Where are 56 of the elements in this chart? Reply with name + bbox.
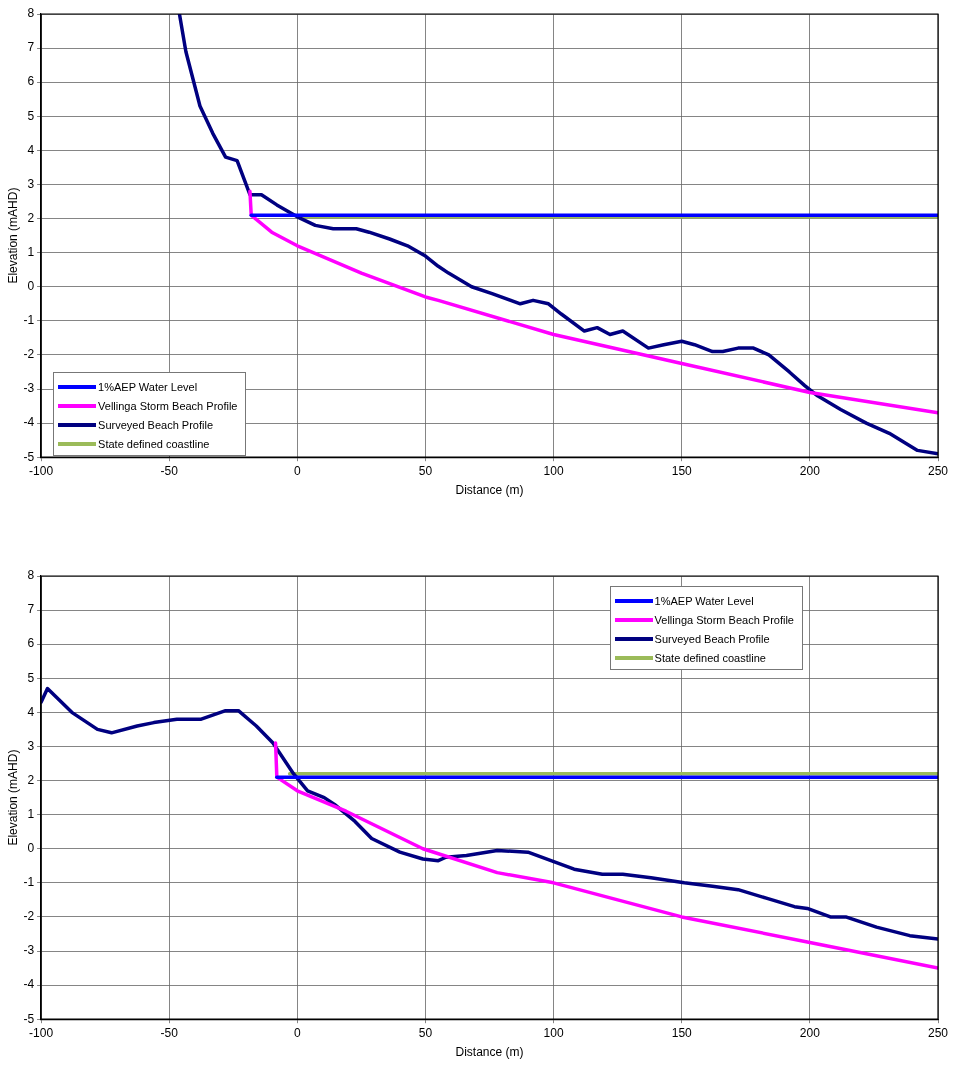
x-tick-label: -50 [160, 1025, 179, 1040]
y-tick-label: 4 [27, 704, 35, 719]
x-axis-title: Distance (m) [455, 1045, 524, 1060]
y-tick-label: -3 [23, 381, 35, 396]
y-tick-label: 6 [27, 74, 35, 89]
y-tick-label: 2 [27, 210, 35, 225]
x-tick-label: 100 [543, 1025, 564, 1040]
x-tick-label: -100 [29, 463, 54, 478]
y-tick-label: -4 [23, 415, 35, 430]
y-tick-label: -1 [23, 313, 35, 328]
y-tick-label: 8 [27, 6, 35, 21]
y-tick-label: 7 [27, 40, 35, 55]
y-tick-label: 5 [27, 108, 35, 123]
y-tick-label: 4 [27, 142, 35, 157]
legend-label: 1%AEP Water Level [98, 380, 198, 393]
y-axis-title: Elevation (mAHD) [5, 749, 20, 846]
y-tick-label: -5 [23, 1011, 35, 1026]
x-tick-label: 200 [799, 463, 821, 478]
x-tick-label: 250 [927, 1025, 949, 1040]
y-tick-label: 0 [27, 279, 35, 294]
y-tick-label: -1 [23, 875, 35, 890]
y-tick-label: -2 [23, 347, 35, 362]
legend-label: State defined coastline [654, 651, 766, 664]
x-tick-label: 150 [671, 1025, 693, 1040]
legend-label: Surveyed Beach Profile [98, 418, 214, 431]
y-tick-label: 6 [27, 636, 35, 651]
legend-label: 1%AEP Water Level [654, 594, 754, 607]
y-tick-label: 3 [27, 176, 35, 191]
x-tick-label: 0 [293, 463, 301, 478]
x-tick-label: 200 [799, 1025, 821, 1040]
x-tick-label: 150 [671, 463, 693, 478]
y-axis-title: Elevation (mAHD) [5, 187, 20, 284]
y-tick-label: 1 [27, 806, 35, 821]
y-tick-label: 0 [27, 841, 35, 856]
y-tick-label: 3 [27, 738, 35, 753]
y-tick-label: -4 [23, 977, 35, 992]
legend-label: Vellinga Storm Beach Profile [98, 399, 238, 412]
y-tick-label: -3 [23, 943, 35, 958]
y-tick-label: 2 [27, 772, 35, 787]
x-tick-label: 50 [418, 463, 433, 478]
legend-label: State defined coastline [98, 437, 210, 450]
x-tick-label: 250 [927, 463, 949, 478]
x-tick-label: -50 [160, 463, 179, 478]
legend-label: Vellinga Storm Beach Profile [654, 613, 794, 626]
x-tick-label: 50 [418, 1025, 433, 1040]
x-tick-label: -100 [29, 1025, 54, 1040]
x-axis-title: Distance (m) [455, 483, 524, 498]
y-tick-label: -5 [23, 449, 35, 464]
x-tick-label: 0 [293, 1025, 301, 1040]
y-tick-label: 5 [27, 670, 35, 685]
legend-label: Surveyed Beach Profile [654, 632, 770, 645]
y-tick-label: -2 [23, 909, 35, 924]
y-tick-label: 7 [27, 602, 35, 617]
y-tick-label: 1 [27, 244, 35, 259]
y-tick-label: 8 [27, 568, 35, 583]
x-tick-label: 100 [543, 463, 564, 478]
